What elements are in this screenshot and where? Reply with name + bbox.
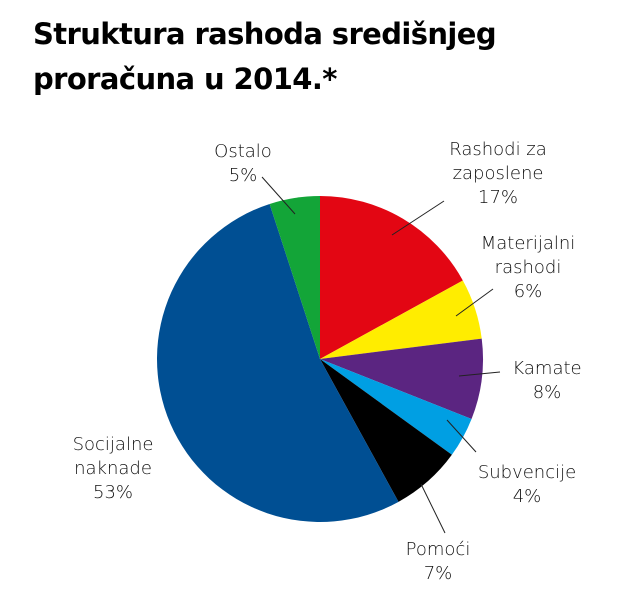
leader-line-zaposlene [391,200,445,236]
pie-slice-materijalni-rashodi [320,280,482,359]
label-socijalne-name-2: naknade [74,458,152,479]
label-materijalni-pct: 6% [513,281,543,302]
label-pomoci-name: Pomoći [405,539,471,560]
label-materijalni-name-2: rashodi [494,257,562,278]
label-kamate-pct: 8% [532,382,562,403]
leader-line-pomoci [420,483,446,534]
label-zaposlene-name-2: zaposlene [452,163,544,184]
leader-line-subvencije [446,419,477,453]
pie-slice-rashodi-za-zaposlene [320,196,463,359]
label-zaposlene: Rashodi za zaposlene 17% [449,138,547,210]
label-zaposlene-pct: 17% [477,187,519,208]
label-socijalne-name-1: Socijalne [72,434,154,455]
label-zaposlene-name-1: Rashodi za [449,139,547,160]
label-ostalo: Ostalo 5% [214,140,272,188]
label-subvencije-pct: 4% [512,486,542,507]
label-subvencije-name: Subvencije [477,462,577,483]
label-materijalni-name-1: Materijalni [480,233,576,254]
label-ostalo-pct: 5% [228,165,258,186]
label-subvencije: Subvencije 4% [478,461,576,509]
chart-title: Struktura rashoda središnjeg proračuna u… [33,12,497,102]
label-socijalne: Socijalne naknade 53% [73,433,154,505]
pie-slice-socijalne-naknade [157,203,399,522]
leader-lines [261,176,501,534]
leader-line-kamate [458,371,501,377]
leader-line-ostalo [261,176,296,215]
leader-line-materijalni [455,288,494,317]
pie-slice-kamate [320,338,483,420]
pie-slice-pomo-i [320,359,452,502]
label-socijalne-pct: 53% [92,482,134,503]
pie-slice-subvencije [320,359,472,455]
chart-title-line-2: proračuna u 2014.* [33,62,337,96]
label-ostalo-name: Ostalo [214,141,272,162]
label-kamate-name: Kamate [512,358,582,379]
label-pomoci-pct: 7% [423,563,453,584]
label-kamate: Kamate 8% [512,357,581,405]
pie-slices [157,196,483,522]
pie-slice-ostalo [269,196,320,359]
label-pomoci: Pomoći 7% [406,538,471,586]
label-materijalni: Materijalni rashodi 6% [481,232,576,304]
chart-title-line-1: Struktura rashoda središnjeg [33,17,497,51]
